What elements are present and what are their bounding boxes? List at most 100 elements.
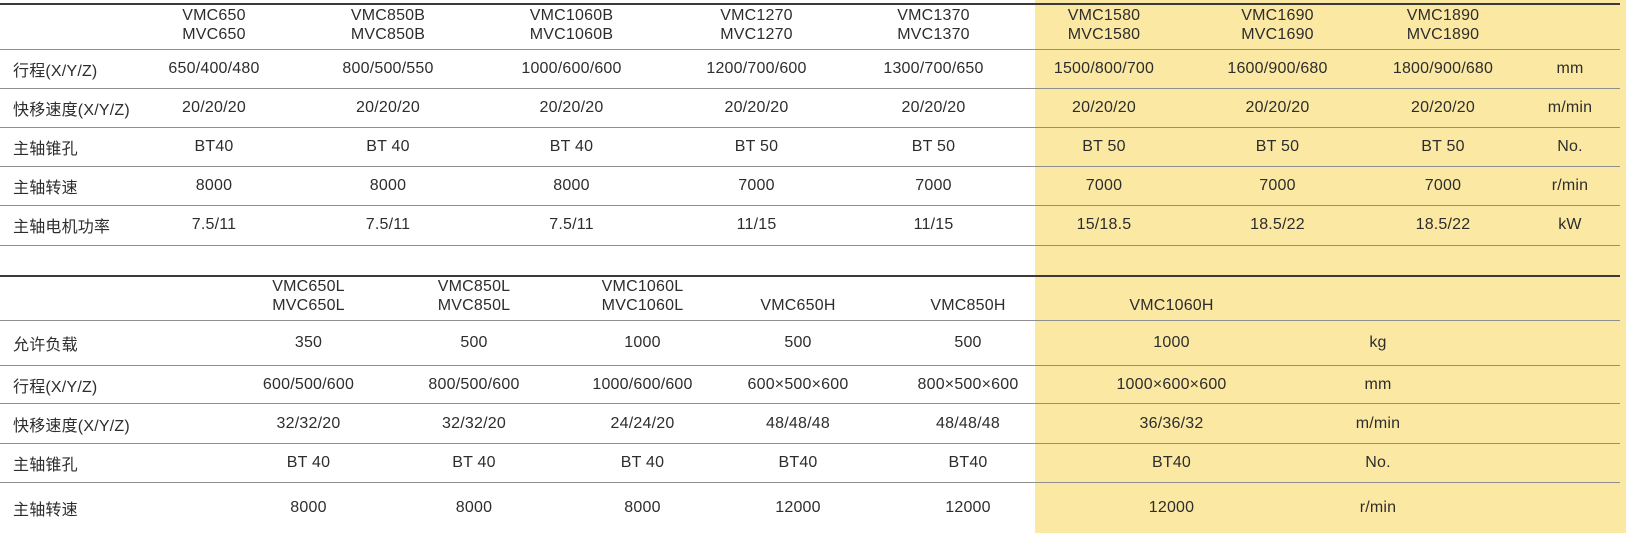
row-label-cell: 快移速度(X/Y/Z) (0, 403, 230, 444)
empty-cell (1477, 365, 1620, 404)
value-cell: BT 50 (1366, 127, 1520, 167)
value-cell: 800/500/550 (298, 49, 478, 89)
value-cell: 48/48/48 (872, 403, 1064, 444)
model-name: MVC1890 (1406, 25, 1480, 43)
value-cell: 500 (872, 320, 1064, 366)
value-cell: 20/20/20 (1019, 88, 1189, 128)
value-cell: 20/20/20 (478, 88, 665, 128)
empty-cell (1477, 320, 1620, 366)
value-cell: 650/400/480 (130, 49, 298, 89)
value-cell: 8000 (624, 498, 661, 516)
model-name: VMC1370 (897, 6, 970, 24)
model-name: MVC850L (437, 297, 511, 314)
value-cell: 32/32/20 (387, 403, 561, 444)
value-cell: 24/24/20 (561, 403, 724, 444)
value-cell: 20/20/20 (130, 88, 298, 128)
table-row: 快移速度(X/Y/Z) 32/32/20 32/32/20 24/24/20 4… (0, 403, 1620, 444)
value-cell: 8000 (478, 166, 665, 206)
value-cell: 7000 (1366, 166, 1520, 206)
value-cell: 7000 (848, 166, 1019, 206)
value-cell: 18.5/22 (1366, 205, 1520, 246)
value-cell: 12000 (1148, 498, 1195, 516)
empty-cell (1477, 443, 1620, 483)
value-cell: 1200/700/600 (665, 49, 848, 89)
value-cell: 8000 (298, 166, 478, 206)
model-header-cell: VMC850H (872, 276, 1064, 321)
value-cell: 7000 (1189, 166, 1366, 206)
value-cell: 1500/800/700 (1019, 49, 1189, 89)
value-cell: BT40 (872, 443, 1064, 483)
table-row: 主轴电机功率 7.5/11 7.5/11 7.5/11 11/15 11/15 … (0, 205, 1620, 246)
model-header-cell: VMC650 MVC650 (130, 4, 298, 50)
value-cell: 20/20/20 (298, 88, 478, 128)
model-name: VMC1890 (1406, 6, 1480, 24)
value-cell: BT 50 (665, 127, 848, 167)
unit-cell: m/min (1279, 403, 1477, 444)
value-cell: 1000×600×600 (1064, 365, 1279, 404)
model-header-cell: VMC650H (724, 276, 872, 321)
value-cell: 1000/600/600 (478, 49, 665, 89)
model-name: VMC1690 (1241, 6, 1314, 24)
model-header-cell: VMC650L MVC650L (230, 276, 387, 321)
table-header-row: VMC650L MVC650L VMC850L MVC850L VMC1060L MV… (0, 276, 1620, 321)
model-name: MVC850B (350, 25, 426, 43)
model-name: MVC1580 (1067, 25, 1141, 43)
value-cell: BT 40 (478, 127, 665, 167)
value-cell: 600/500/600 (230, 365, 387, 404)
value-cell: 20/20/20 (848, 88, 1019, 128)
value-cell: 20/20/20 (665, 88, 848, 128)
row-label-cell: 行程(X/Y/Z) (0, 365, 230, 404)
empty-cell (1477, 403, 1620, 444)
value-cell: 15/18.5 (1019, 205, 1189, 246)
row-label-cell: 主轴锥孔 (0, 127, 130, 167)
value-cell: BT 40 (230, 443, 387, 483)
model-name: MVC1690 (1241, 25, 1314, 43)
row-label-cell: 主轴转速 (13, 501, 78, 519)
value-cell: 18.5/22 (1189, 205, 1366, 246)
table-row: 主轴转速 8000 8000 8000 12000 12000 12000 r/… (0, 483, 1620, 533)
model-header-cell: VMC1580 MVC1580 (1019, 4, 1189, 50)
model-header-cell: VMC1890 MVC1890 (1366, 4, 1520, 50)
value-cell: 12000 (775, 498, 821, 516)
value-cell: 48/48/48 (724, 403, 872, 444)
model-name: VMC850L (437, 278, 511, 295)
empty-units-header-cell (1279, 276, 1477, 321)
unit-cell: No. (1279, 443, 1477, 483)
unit-cell: No. (1520, 127, 1620, 167)
value-cell: 7000 (665, 166, 848, 206)
model-name: VMC650L (272, 278, 345, 295)
model-name: MVC1370 (897, 25, 970, 43)
model-name: VMC650H (760, 297, 836, 314)
row-label-cell: 主轴转速 (0, 166, 130, 206)
unit-cell: kg (1279, 320, 1477, 366)
value-cell: 7.5/11 (130, 205, 298, 246)
model-name: MVC1060B (529, 25, 614, 43)
empty-units-header-cell (1520, 4, 1620, 50)
table-row: 允许负载 350 500 1000 500 500 1000 kg (0, 320, 1620, 366)
value-cell: 800×500×600 (872, 365, 1064, 404)
value-cell: BT 50 (848, 127, 1019, 167)
unit-cell: m/min (1520, 88, 1620, 128)
table-row: 行程(X/Y/Z) 650/400/480 800/500/550 1000/6… (0, 49, 1620, 89)
value-cell: 20/20/20 (1366, 88, 1520, 128)
value-cell: BT 40 (387, 443, 561, 483)
empty-corner-cell (0, 4, 130, 50)
value-cell: 1600/900/680 (1189, 49, 1366, 89)
model-name: VMC650 (182, 6, 246, 24)
value-cell: 8000 (455, 498, 493, 516)
model-header-cell: VMC850L MVC850L (387, 276, 561, 321)
model-name: VMC1580 (1067, 6, 1141, 24)
value-cell: 11/15 (665, 205, 848, 246)
model-name: MVC1060L (601, 297, 684, 314)
unit-cell: kW (1520, 205, 1620, 246)
table-row: 主轴锥孔 BT40 BT 40 BT 40 BT 50 BT 50 BT 50 … (0, 127, 1620, 167)
value-cell: BT40 (1064, 443, 1279, 483)
value-cell: 8000 (290, 498, 327, 516)
value-cell: 500 (724, 320, 872, 366)
value-cell: BT40 (130, 127, 298, 167)
table-row: 主轴锥孔 BT 40 BT 40 BT 40 BT40 BT40 BT40 No… (0, 443, 1620, 483)
value-cell: BT 50 (1019, 127, 1189, 167)
value-cell: 1000/600/600 (561, 365, 724, 404)
value-cell: BT 50 (1189, 127, 1366, 167)
